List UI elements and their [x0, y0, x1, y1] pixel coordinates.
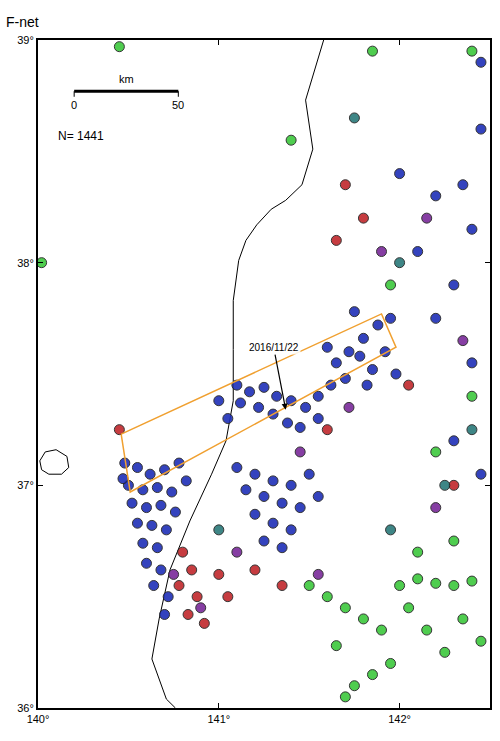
- svg-text:142°: 142°: [388, 713, 411, 725]
- svg-text:36°: 36°: [17, 702, 34, 714]
- svg-text:2016/11/22: 2016/11/22: [249, 342, 299, 353]
- svg-text:140°: 140°: [27, 713, 50, 725]
- svg-text:km: km: [119, 73, 134, 85]
- svg-text:141°: 141°: [207, 713, 230, 725]
- svg-text:50: 50: [172, 99, 184, 111]
- svg-text:F-net: F-net: [6, 14, 39, 30]
- svg-text:39°: 39°: [17, 34, 34, 46]
- svg-text:38°: 38°: [17, 257, 34, 269]
- svg-text:0: 0: [71, 99, 77, 111]
- svg-text:37°: 37°: [17, 479, 34, 491]
- svg-text:N= 1441: N= 1441: [58, 129, 104, 143]
